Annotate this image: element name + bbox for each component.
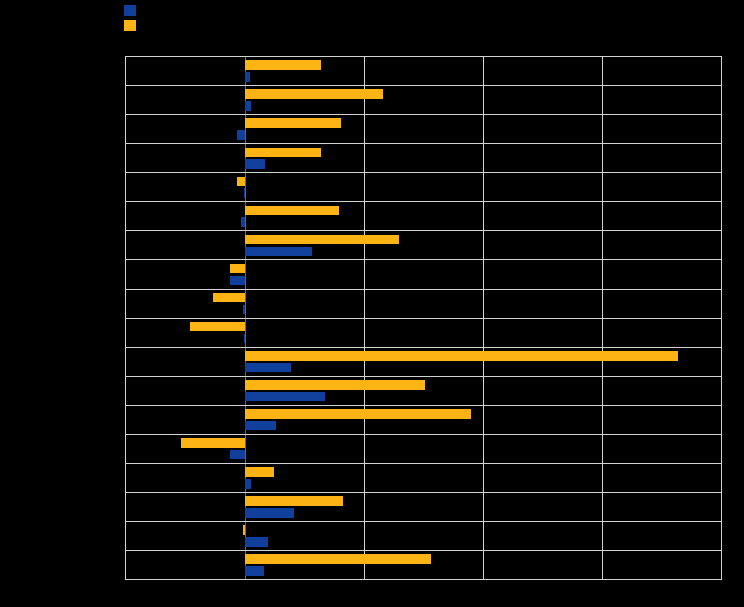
chart-row-row-12: [126, 377, 721, 406]
bar-blue-row-18: [245, 566, 265, 576]
chart-row-row-03: [126, 115, 721, 145]
bar-orange-row-14: [180, 438, 245, 448]
bar-orange-row-12: [245, 380, 425, 390]
bar-orange-row-01: [245, 60, 322, 70]
chart-row-row-04: [126, 144, 721, 174]
bar-orange-row-10: [190, 321, 245, 332]
bar-orange-row-17: [243, 525, 245, 535]
bar-blue-row-11: [245, 362, 292, 373]
legend-swatch-orange: [124, 20, 136, 31]
bar-blue-row-04: [245, 159, 266, 169]
chart-row-row-09: [126, 290, 721, 319]
bar-orange-row-05: [236, 176, 245, 187]
chart-row-row-11: [126, 348, 721, 377]
chart-row-row-01: [126, 57, 721, 87]
chart-row-row-15: [126, 464, 721, 493]
chart-row-row-05: [126, 173, 721, 203]
bar-blue-row-07: [245, 246, 312, 257]
bar-orange-row-03: [245, 118, 342, 129]
chart-row-row-14: [126, 435, 721, 464]
chart-row-row-16: [126, 493, 721, 522]
chart-rows: [126, 57, 721, 579]
bar-blue-row-09: [243, 304, 245, 315]
bar-orange-row-04: [245, 147, 322, 158]
bar-orange-row-11: [245, 350, 679, 361]
bar-blue-row-03: [236, 130, 245, 140]
bar-blue-row-12: [245, 391, 325, 402]
bar-orange-row-15: [245, 467, 274, 477]
legend-swatch-blue: [124, 5, 136, 16]
bar-orange-row-13: [245, 409, 472, 419]
bar-blue-row-14: [229, 449, 245, 460]
bar-blue-row-15: [245, 479, 251, 489]
chart-row-row-10: [126, 319, 721, 348]
bar-blue-row-10: [243, 333, 245, 344]
chart-row-row-02: [126, 86, 721, 116]
bar-orange-row-02: [245, 89, 384, 99]
bar-blue-row-01: [245, 72, 250, 82]
bar-orange-row-16: [245, 496, 343, 506]
bar-orange-row-09: [212, 292, 245, 303]
bar-blue-row-08: [229, 275, 245, 286]
chart-row-row-06: [126, 202, 721, 232]
chart-row-row-08: [126, 260, 721, 290]
bar-blue-row-05: [244, 188, 246, 198]
bar-blue-row-13: [245, 420, 276, 431]
bar-orange-row-07: [245, 234, 399, 245]
bar-blue-row-06: [241, 217, 245, 227]
bar-blue-row-16: [245, 508, 294, 518]
bar-orange-row-08: [229, 263, 245, 274]
chart-row-row-13: [126, 406, 721, 435]
bar-blue-row-02: [245, 101, 251, 111]
bar-orange-row-06: [245, 205, 339, 216]
chart-row-row-07: [126, 231, 721, 261]
bar-blue-row-17: [245, 537, 268, 547]
chart-row-row-17: [126, 522, 721, 552]
chart-row-row-18: [126, 551, 721, 579]
bar-orange-row-18: [245, 554, 431, 564]
plot-area: [125, 56, 722, 580]
